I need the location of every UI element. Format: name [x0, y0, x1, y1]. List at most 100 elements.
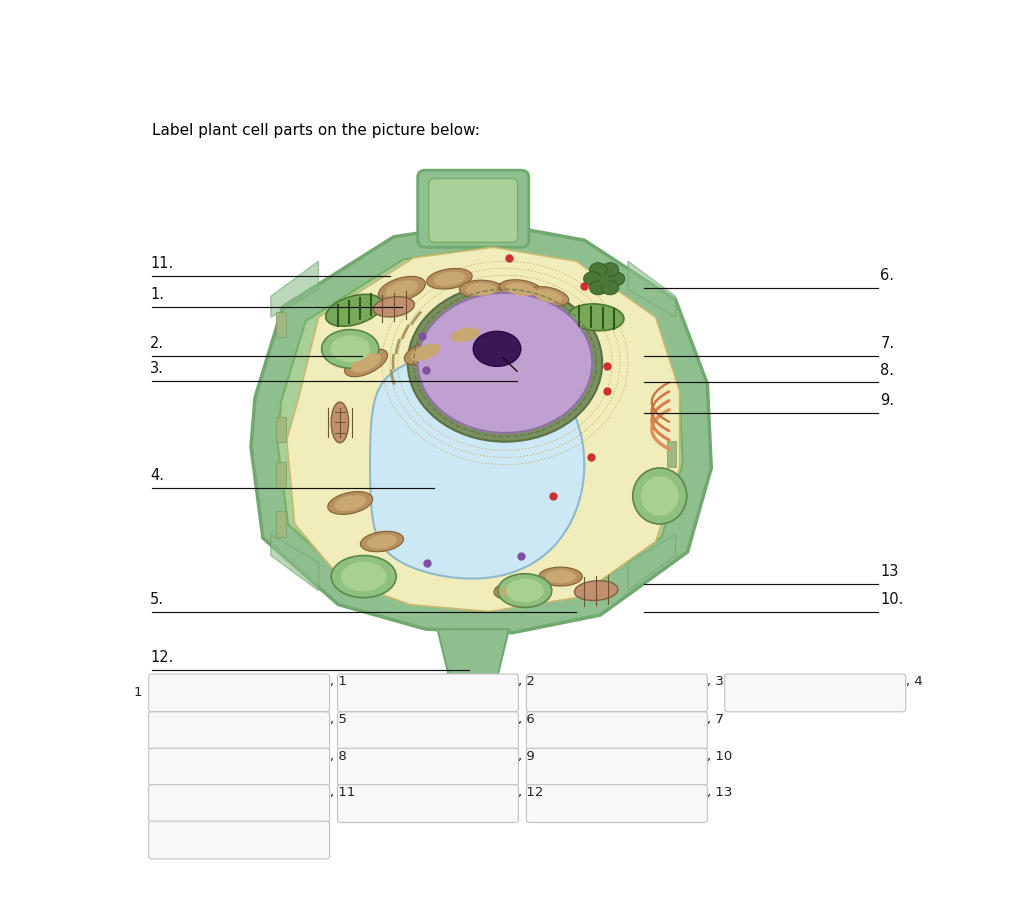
Text: 9.: 9. — [881, 393, 894, 409]
FancyBboxPatch shape — [338, 784, 518, 823]
Ellipse shape — [584, 272, 601, 286]
FancyBboxPatch shape — [725, 674, 905, 712]
FancyBboxPatch shape — [338, 674, 518, 712]
Ellipse shape — [367, 534, 397, 549]
FancyBboxPatch shape — [148, 748, 330, 786]
Text: , 2: , 2 — [518, 675, 536, 688]
Text: Label plant cell parts on the picture below:: Label plant cell parts on the picture be… — [152, 123, 479, 138]
Ellipse shape — [326, 294, 383, 327]
Bar — [667, 441, 677, 467]
Ellipse shape — [601, 263, 618, 277]
Ellipse shape — [590, 281, 607, 295]
Text: , 1: , 1 — [330, 675, 346, 688]
Ellipse shape — [451, 328, 480, 342]
Text: , 6: , 6 — [518, 713, 536, 726]
Text: , 12: , 12 — [518, 786, 544, 799]
Polygon shape — [251, 223, 712, 632]
Ellipse shape — [466, 283, 497, 296]
Bar — [276, 417, 286, 442]
Ellipse shape — [473, 331, 521, 367]
Ellipse shape — [385, 280, 418, 298]
Text: , 4: , 4 — [905, 675, 923, 688]
Text: , 8: , 8 — [330, 750, 346, 763]
Polygon shape — [270, 534, 318, 591]
Text: , 5: , 5 — [330, 713, 346, 726]
Text: 1.: 1. — [151, 287, 164, 302]
FancyBboxPatch shape — [526, 784, 708, 823]
Ellipse shape — [408, 284, 602, 441]
Bar — [667, 483, 677, 509]
PathPatch shape — [370, 350, 585, 579]
Ellipse shape — [535, 289, 562, 303]
FancyBboxPatch shape — [526, 674, 708, 712]
Text: 8.: 8. — [881, 362, 894, 378]
Ellipse shape — [607, 272, 625, 286]
Ellipse shape — [506, 579, 544, 602]
Text: 7.: 7. — [881, 336, 894, 351]
Ellipse shape — [378, 277, 425, 302]
Ellipse shape — [539, 567, 583, 586]
Ellipse shape — [351, 353, 381, 372]
Polygon shape — [287, 248, 680, 612]
Ellipse shape — [574, 581, 618, 601]
Ellipse shape — [331, 402, 348, 443]
Ellipse shape — [444, 325, 486, 345]
Text: 4.: 4. — [151, 468, 164, 482]
Bar — [276, 312, 286, 337]
Text: 5.: 5. — [151, 592, 164, 607]
Ellipse shape — [460, 280, 503, 298]
Text: , 7: , 7 — [708, 713, 724, 726]
Bar — [276, 511, 286, 537]
Ellipse shape — [328, 491, 373, 514]
Ellipse shape — [411, 344, 440, 361]
Text: , 3: , 3 — [708, 675, 724, 688]
FancyBboxPatch shape — [429, 178, 518, 242]
FancyBboxPatch shape — [526, 748, 708, 786]
Ellipse shape — [501, 583, 532, 598]
Ellipse shape — [322, 329, 379, 369]
Ellipse shape — [601, 281, 618, 295]
Polygon shape — [278, 248, 683, 608]
Ellipse shape — [330, 336, 371, 362]
Polygon shape — [628, 534, 676, 591]
Text: 6.: 6. — [881, 268, 894, 283]
FancyBboxPatch shape — [338, 748, 518, 786]
FancyBboxPatch shape — [418, 170, 528, 248]
Ellipse shape — [545, 570, 575, 583]
FancyBboxPatch shape — [526, 712, 708, 750]
Polygon shape — [437, 629, 509, 678]
Text: 11.: 11. — [151, 256, 173, 271]
Text: 12.: 12. — [151, 650, 174, 665]
Ellipse shape — [494, 581, 540, 601]
FancyBboxPatch shape — [148, 784, 330, 823]
Ellipse shape — [500, 279, 543, 298]
Text: 2.: 2. — [151, 336, 164, 351]
Polygon shape — [270, 261, 318, 318]
Ellipse shape — [345, 349, 387, 377]
Ellipse shape — [506, 283, 536, 296]
Text: 1: 1 — [134, 686, 142, 700]
Ellipse shape — [427, 268, 472, 289]
Text: 13: 13 — [881, 564, 899, 580]
Ellipse shape — [418, 293, 592, 433]
Ellipse shape — [404, 340, 447, 365]
FancyBboxPatch shape — [148, 712, 330, 750]
Ellipse shape — [331, 555, 396, 598]
Ellipse shape — [641, 476, 679, 516]
Ellipse shape — [590, 263, 607, 277]
Bar — [276, 462, 286, 488]
Ellipse shape — [633, 468, 687, 524]
Text: , 11: , 11 — [330, 786, 355, 799]
Text: , 13: , 13 — [708, 786, 733, 799]
FancyBboxPatch shape — [148, 821, 330, 859]
Ellipse shape — [498, 574, 552, 607]
FancyBboxPatch shape — [148, 674, 330, 712]
Ellipse shape — [433, 271, 465, 286]
Text: , 9: , 9 — [518, 750, 536, 763]
Ellipse shape — [374, 297, 415, 317]
Text: 3.: 3. — [151, 361, 164, 376]
Ellipse shape — [333, 403, 347, 441]
Ellipse shape — [528, 287, 568, 306]
Ellipse shape — [341, 561, 386, 592]
Ellipse shape — [568, 304, 624, 330]
